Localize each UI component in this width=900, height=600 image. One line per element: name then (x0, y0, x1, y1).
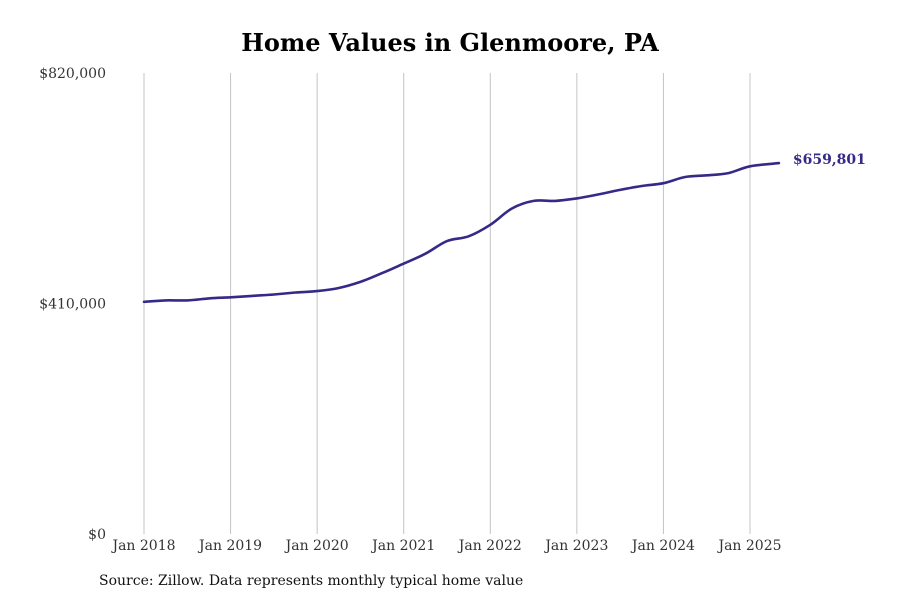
source-note: Source: Zillow. Data represents monthly … (99, 573, 524, 589)
x-tick-label: Jan 2025 (716, 538, 781, 554)
y-tick-label: $0 (88, 527, 106, 543)
x-tick-label: Jan 2024 (630, 538, 695, 554)
x-tick-label: Jan 2018 (110, 538, 175, 554)
x-tick-label: Jan 2021 (370, 538, 435, 554)
series-line (142, 161, 781, 304)
y-tick-label: $410,000 (39, 297, 106, 313)
y-axis-ticks: $0 $410,000 $820,000 (39, 66, 106, 543)
x-tick-label: Jan 2020 (284, 538, 349, 554)
x-axis-ticks: Jan 2018 Jan 2019 Jan 2020 Jan 2021 Jan 2022… (110, 538, 781, 554)
end-value-label: $659,801 (793, 152, 866, 168)
y-tick-label: $820,000 (39, 66, 106, 82)
chart-title: Home Values in Glenmoore, PA (241, 28, 659, 57)
gridlines (143, 73, 751, 534)
x-tick-label: Jan 2019 (197, 538, 262, 554)
x-tick-label: Jan 2022 (457, 538, 522, 554)
x-tick-label: Jan 2023 (543, 538, 608, 554)
